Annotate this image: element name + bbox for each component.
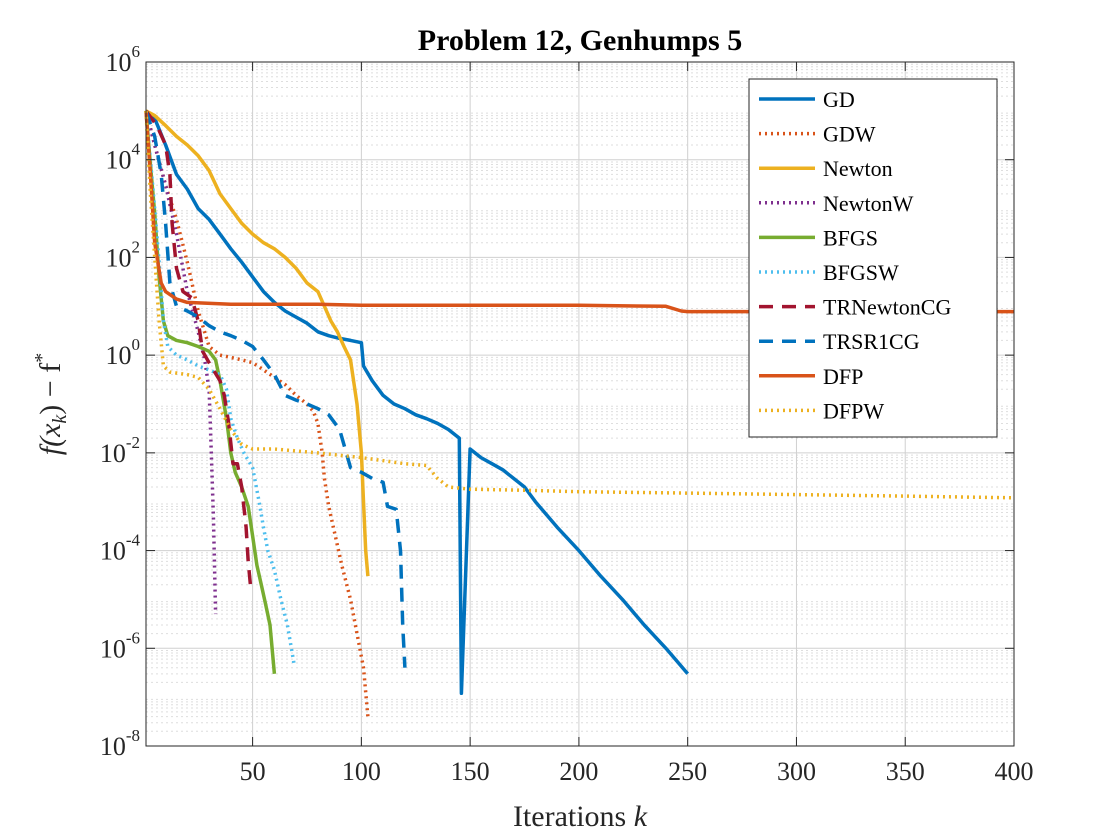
x-tick-label: 300 (777, 757, 816, 786)
x-axis-label-text: Iterations (513, 800, 634, 833)
series-line-trnewtoncg (144, 109, 253, 585)
legend-label-dfp: DFP (823, 364, 863, 389)
y-tick-exponent: 6 (132, 42, 141, 61)
legend-label-dfpw: DFPW (823, 398, 884, 423)
y-tick-base: 10 (106, 48, 132, 77)
y-tick-exponent: 0 (132, 335, 141, 354)
y-axis-label-sub: k (49, 414, 71, 424)
axes-box (145, 61, 1015, 747)
y-tick-exponent: -2 (126, 433, 140, 452)
series-line-dfp (144, 110, 1014, 314)
legend-label-newton: Newton (823, 156, 893, 181)
plot-series (144, 109, 1015, 717)
y-tick-label: 10-8 (100, 726, 140, 761)
axis-ticks (146, 61, 1015, 747)
y-tick-label: 102 (106, 237, 141, 272)
legend-label-newtonw: NewtonW (823, 191, 914, 216)
legend: GD GDW Newton NewtonW BFGS BFGSW TRNewtonCG TRS… (748, 78, 998, 438)
series-line-bfgsw (144, 110, 296, 664)
legend-label-trnewtoncg: TRNewtonCG (823, 295, 951, 320)
y-tick-label: 10-2 (100, 433, 140, 468)
y-tick-base: 10 (106, 146, 132, 175)
y-tick-base: 10 (106, 341, 132, 370)
legend-label-trsr1cg: TRSR1CG (823, 329, 920, 354)
x-axis-label-var: k (634, 800, 648, 833)
series-line-dfpw (144, 110, 1015, 500)
y-tick-label: 10-4 (100, 531, 141, 566)
x-tick-label: 400 (995, 757, 1034, 786)
y-axis-label: f(xk) − f* (31, 353, 71, 455)
x-tick-labels: 50 100 150 200 250 300 350 400 (240, 757, 1034, 786)
series-line-trsr1cg (144, 110, 407, 668)
y-tick-exponent: 2 (132, 237, 141, 256)
y-tick-base: 10 (100, 439, 126, 468)
y-tick-exponent: -8 (126, 726, 140, 745)
x-tick-label: 50 (240, 757, 266, 786)
x-axis-label: Iterations k (513, 800, 648, 833)
y-tick-label: 106 (106, 42, 141, 77)
series-line-newton (145, 109, 370, 577)
legend-label-bfgs: BFGS (823, 225, 878, 250)
legend-label-gdw: GDW (823, 122, 876, 147)
y-tick-base: 10 (100, 634, 126, 663)
y-tick-exponent: -6 (126, 628, 140, 647)
series-line-gd (144, 109, 690, 696)
x-tick-label: 100 (342, 757, 381, 786)
y-tick-label: 10-6 (100, 628, 140, 663)
y-tick-exponent: -4 (126, 531, 141, 550)
x-tick-label: 200 (559, 757, 598, 786)
y-tick-exponent: 4 (132, 140, 141, 159)
y-axis-label-mid: ) − f (34, 363, 67, 415)
y-tick-base: 10 (106, 243, 132, 272)
series-line-gdw (144, 110, 370, 717)
legend-label-bfgsw: BFGSW (823, 260, 899, 285)
y-tick-label: 100 (106, 335, 141, 370)
x-tick-label: 250 (668, 757, 707, 786)
y-axis-label-sup: * (31, 353, 53, 363)
legend-label-gd: GD (823, 87, 855, 112)
x-tick-label: 150 (451, 757, 490, 786)
y-axis-label-f: f(x (34, 423, 67, 455)
chart-title: Problem 12, Genhumps 5 (418, 24, 742, 57)
x-tick-label: 350 (886, 757, 925, 786)
y-tick-base: 10 (100, 537, 126, 566)
y-tick-base: 10 (100, 732, 126, 761)
y-tick-label: 104 (106, 140, 141, 175)
